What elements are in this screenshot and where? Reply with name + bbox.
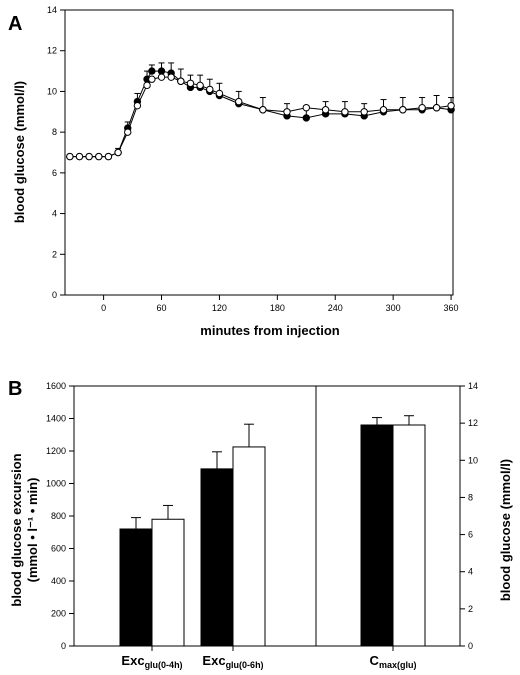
data-point-series-2 [114,148,122,157]
bar-series-1 [200,468,234,647]
y-tick-label: 400 [51,576,66,586]
y2-tick-label: 2 [468,604,473,614]
data-point-series-2 [133,101,142,110]
data-point-series-1 [157,67,166,75]
data-point-series-1 [148,67,156,75]
data-point-series-2 [157,73,166,81]
panel-a-letter: A [8,13,22,35]
data-point-series-2 [148,75,156,83]
series-line-1 [69,70,452,158]
panel-a: A blood glucose (mmol/l) minutes from in… [8,5,459,338]
data-point-series-2 [186,79,195,87]
y2-tick-label: 4 [468,567,473,577]
data-point-series-2 [302,104,310,112]
data-point-series-2 [235,97,243,106]
panel-b-y-axis-label: blood glucose excursion [9,453,24,606]
y2-tick-label: 12 [468,418,478,428]
category-label: Excglu(0-6h) [202,653,263,670]
y-tick-label: 1200 [46,446,66,456]
y-tick-label: 12 [47,46,57,56]
y-tick-label: 4 [52,209,57,219]
y-tick-label: 10 [47,86,57,96]
data-point-series-2 [321,106,330,114]
data-point-series-2 [143,81,151,90]
x-tick-label: 180 [270,303,285,313]
y-tick-label: 14 [47,5,57,15]
data-point-series-2 [177,77,185,85]
data-point-series-2 [399,106,407,114]
y-tick-label: 600 [51,544,66,554]
y2-tick-label: 14 [468,381,478,391]
x-tick-label: 60 [157,303,167,313]
y2-tick-label: 10 [468,455,478,465]
data-point-series-2 [66,152,74,161]
bar-series-2 [151,518,185,647]
data-point-series-1 [302,114,310,122]
y-tick-label: 200 [51,609,66,619]
panel-a-plot-frame [64,9,454,296]
data-point-series-2 [104,152,113,161]
data-point-series-2 [447,101,455,110]
series-line-2 [69,76,452,158]
x-tick-label: 120 [212,303,227,313]
data-point-series-2 [379,106,388,114]
y-tick-label: 1000 [46,479,66,489]
data-point-series-2 [341,108,349,116]
y2-tick-label: 8 [468,492,473,502]
y2-tick-label: 0 [468,641,473,651]
panel-b-y-axis-label-units: (mmol • l⁻¹ • min) [25,478,40,583]
y-tick-label: 0 [52,290,57,300]
panel-b-y2-axis-label: blood glucose (mmol/l) [498,459,513,601]
data-point-series-2 [75,152,84,161]
data-point-series-2 [206,85,214,94]
bar-series-1 [119,528,153,647]
y-tick-label: 2 [52,249,57,259]
data-point-series-2 [85,152,93,161]
data-point-series-2 [360,108,368,116]
category-label: Cmax(glu) [370,653,417,670]
data-point-series-2 [196,81,204,90]
x-tick-label: 300 [386,303,401,313]
x-tick-label: 360 [444,303,459,313]
y-tick-label: 8 [52,127,57,137]
data-point-series-2 [259,106,267,114]
data-point-series-2 [418,104,426,112]
y-tick-label: 0 [61,641,66,651]
x-tick-label: 240 [328,303,343,313]
y-tick-label: 800 [51,511,66,521]
y-tick-label: 1600 [46,381,66,391]
bar-series-1 [360,424,394,647]
data-point-series-2 [432,104,441,112]
data-point-series-2 [95,152,103,161]
panel-b: B blood glucose excursion (mmol • l⁻¹ • … [8,378,513,670]
bar-series-2 [232,446,266,647]
y-tick-label: 1400 [46,414,66,424]
panel-a-x-axis-label: minutes from injection [200,323,339,338]
panel-b-letter: B [8,378,22,400]
data-point-series-2 [283,108,291,116]
data-point-series-2 [215,89,224,98]
x-tick-label: 0 [101,303,106,313]
bar-series-2 [392,424,426,647]
data-point-series-2 [167,73,175,81]
category-label: Excglu(0-4h) [121,653,182,670]
y2-tick-label: 6 [468,530,473,540]
panel-a-y-axis-label: blood glucose (mmol/l) [12,81,27,223]
y-tick-label: 6 [52,168,57,178]
data-point-series-2 [124,128,132,136]
